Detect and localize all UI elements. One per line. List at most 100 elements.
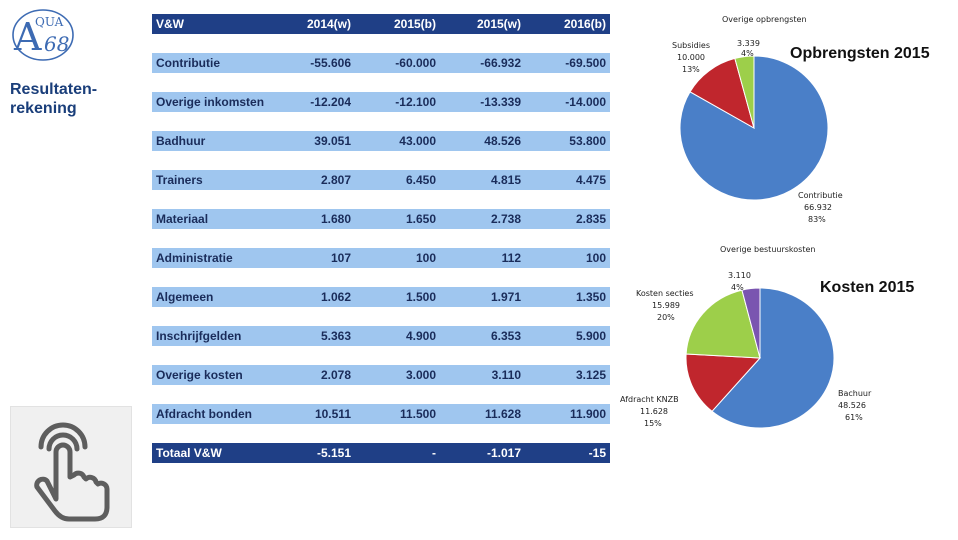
row-value: 43.000	[399, 134, 436, 148]
row-value: -13.339	[480, 95, 521, 109]
header-cell: 2014(w)	[306, 17, 351, 31]
table-row: Overige inkomsten -12.204 -12.100 -13.339 -1…	[152, 92, 610, 112]
pie-slice-overige-bestuurskosten	[741, 287, 761, 359]
row-value: 2.807	[320, 173, 351, 187]
row-value: 3.110	[491, 368, 521, 382]
page-title: Resultaten- rekening	[10, 80, 120, 118]
total-cell: -15	[588, 446, 606, 460]
pie-label-value: 10.000	[677, 53, 705, 62]
row-label: Overige inkomsten	[156, 95, 265, 109]
pie-label-name: Bachuur	[838, 389, 872, 398]
logo-text: QUA	[35, 15, 64, 29]
row-value: 6.450	[405, 173, 436, 187]
kosten-pie-chart: Kosten 2015 Overige bestuurskosten 3.110…	[620, 245, 914, 429]
logo-letter-a: A	[13, 15, 42, 59]
pie-label-value: 15.989	[652, 301, 680, 310]
row-value: 1.350	[575, 290, 606, 304]
row-value: 6.353	[490, 329, 521, 343]
pie-label-pct: 4%	[731, 283, 744, 292]
pie-slice-overige-opbrengsten	[734, 55, 755, 129]
row-label: Administratie	[156, 251, 233, 265]
row-value: 4.900	[405, 329, 436, 343]
opbrengsten-pie-chart: Opbrengsten 2015 Overige opbrengsten 3.3…	[672, 15, 930, 224]
row-value: 4.815	[490, 173, 521, 187]
table-row: Materiaal 1.680 1.650 2.738 2.835	[152, 209, 610, 229]
row-label: Afdracht bonden	[156, 407, 252, 421]
header-cell: V&W	[156, 17, 184, 31]
row-value: 39.051	[314, 134, 351, 148]
pie-slice-subsidies	[689, 57, 755, 130]
row-value: 5.900	[575, 329, 606, 343]
total-label: Totaal V&W	[156, 446, 222, 460]
pie-label-value: 66.932	[804, 203, 832, 212]
pie-label-name: Overige opbrengsten	[722, 15, 807, 24]
row-value: 1.680	[320, 212, 351, 226]
table-row: Administratie 107 100 112 100	[152, 248, 610, 268]
row-value: -55.606	[310, 56, 351, 70]
table-row: Contributie -55.606 -60.000 -66.932 -69.500	[152, 53, 610, 73]
table-total-row: Totaal V&W -5.151 - -1.017 -15	[152, 443, 610, 463]
row-label: Trainers	[156, 173, 203, 187]
table-header: V&W 2014(w) 2015(b) 2015(w) 2016(b)	[152, 14, 610, 34]
row-value: -66.932	[480, 56, 521, 70]
table-row: Afdracht bonden 10.511 11.500 11.628 11.900	[152, 404, 610, 424]
header-cell: 2016(b)	[563, 17, 606, 31]
table-body: Contributie -55.606 -60.000 -66.932 -69.500 O…	[152, 53, 610, 424]
pie-label-pct: 4%	[741, 49, 754, 58]
row-value: 1.650	[405, 212, 436, 226]
touch-hand-icon	[10, 406, 132, 528]
row-value: -69.500	[565, 56, 606, 70]
table-row: Trainers 2.807 6.450 4.815 4.475	[152, 170, 610, 190]
row-label: Inschrijfgelden	[156, 329, 242, 343]
row-value: 11.900	[569, 407, 606, 421]
row-value: 5.363	[320, 329, 351, 343]
row-value: 1.500	[405, 290, 436, 304]
table-row: Inschrijfgelden 5.363 4.900 6.353 5.900	[152, 326, 610, 346]
row-value: 10.511	[314, 407, 351, 421]
row-value: 4.475	[575, 173, 606, 187]
table-row: Overige kosten 2.078 3.000 3.110 3.125	[152, 365, 610, 385]
title-line-2: rekening	[10, 100, 77, 117]
logo-number: 68	[44, 32, 69, 56]
row-value: 48.526	[484, 134, 521, 148]
row-label: Materiaal	[156, 212, 209, 226]
row-value: 2.078	[320, 368, 351, 382]
pie-title: Opbrengsten 2015	[790, 45, 930, 62]
results-table: V&W 2014(w) 2015(b) 2015(w) 2016(b) Cont…	[152, 14, 610, 463]
pie-slice-afdracht-knzb	[685, 353, 762, 412]
pie-label-name: Overige bestuurskosten	[720, 245, 815, 254]
pie-label-group: Overige bestuurskosten 3.110 4% Kosten s…	[620, 245, 872, 428]
pie-label-name: Kosten secties	[636, 289, 694, 298]
row-value: 100	[415, 251, 436, 265]
header-cell: 2015(b)	[393, 17, 436, 31]
row-value: 3.125	[575, 368, 606, 382]
header-cell: 2015(w)	[476, 17, 521, 31]
pie-label-pct: 20%	[657, 313, 675, 322]
pie-title: Kosten 2015	[820, 279, 914, 296]
aqua68-logo: A QUA 68	[12, 9, 74, 61]
pie-label-group: Overige opbrengsten 3.339 4% Subsidies 1…	[672, 15, 843, 224]
pie-label-name: Afdracht KNZB	[620, 395, 679, 404]
row-value: -14.000	[565, 95, 606, 109]
row-value: -12.100	[395, 95, 436, 109]
pie-label-pct: 13%	[682, 65, 700, 74]
row-label: Overige kosten	[156, 368, 243, 382]
title-line-1: Resultaten-	[10, 81, 98, 98]
total-cell: -1.017	[486, 446, 521, 460]
row-value: 11.628	[484, 407, 521, 421]
pie-label-pct: 15%	[644, 419, 662, 428]
pie-label-value: 3.110	[728, 271, 751, 280]
table-row: Algemeen 1.062 1.500 1.971 1.350	[152, 287, 610, 307]
row-value: -60.000	[395, 56, 436, 70]
pie-label-value: 11.628	[640, 407, 668, 416]
pie-label-value: 3.339	[737, 39, 760, 48]
total-cell: -	[432, 446, 436, 460]
row-value: 2.738	[490, 212, 521, 226]
pie-slice-bachuur	[711, 287, 835, 429]
total-cell: -5.151	[316, 446, 351, 460]
row-value: 53.800	[569, 134, 606, 148]
row-value: 1.062	[320, 290, 351, 304]
row-label: Contributie	[156, 56, 220, 70]
pie-label-name: Contributie	[798, 191, 843, 200]
row-label: Algemeen	[156, 290, 214, 304]
